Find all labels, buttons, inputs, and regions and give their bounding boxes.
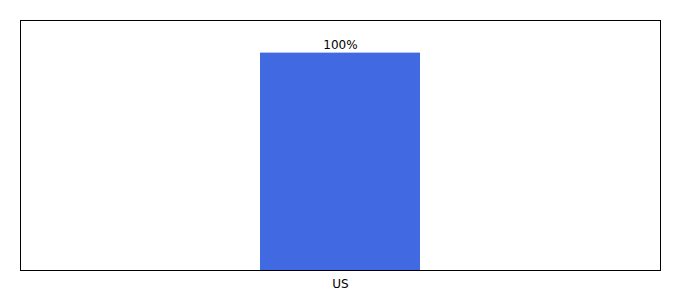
svg-text:100%: 100% xyxy=(323,38,357,52)
svg-text:US: US xyxy=(332,277,348,291)
